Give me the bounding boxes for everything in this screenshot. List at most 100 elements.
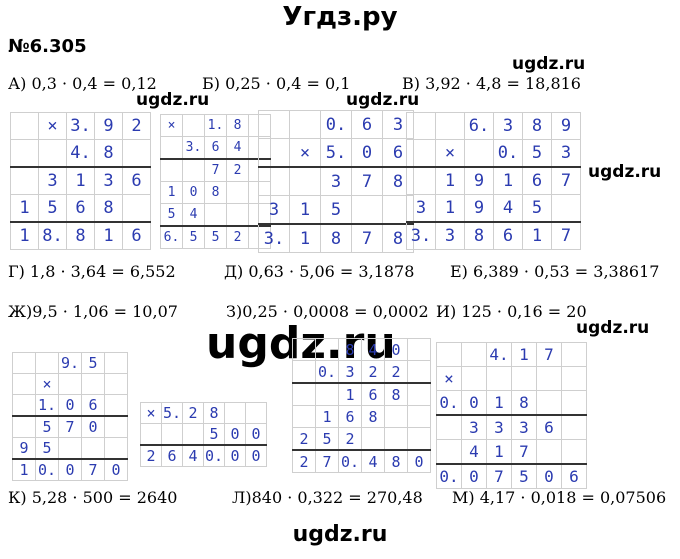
grid-cell xyxy=(122,139,151,168)
grid-cell xyxy=(81,437,105,460)
grid-cell xyxy=(292,405,316,428)
grid-cell xyxy=(461,366,487,391)
grid-cell xyxy=(536,439,562,465)
grid-cell xyxy=(292,382,316,406)
grid-cell: 3 xyxy=(320,166,352,196)
grid-cell: 7 xyxy=(536,342,562,367)
grid-cell: 0. xyxy=(203,444,225,467)
grid-cell: 6 xyxy=(66,194,95,223)
grid-k: × 5. 2 8 5 0 0 2 6 4 0. 0 0 xyxy=(140,402,267,467)
grid-cell: 4 xyxy=(226,136,249,160)
grid-cell xyxy=(289,110,321,139)
grid-cell: 6 xyxy=(493,221,523,250)
grid-cell: 6 xyxy=(561,463,587,489)
grid-cell: 6 xyxy=(204,136,227,160)
grid-cell: 9. xyxy=(58,352,82,374)
grid-cell: 5 xyxy=(182,225,205,249)
grid-row: 6. 5 5 2 xyxy=(160,225,271,249)
grid-cell: 1. xyxy=(35,394,59,417)
grid-cell xyxy=(292,338,316,361)
grid-cell xyxy=(10,139,39,168)
grid-cell: 3 xyxy=(551,139,581,168)
grid-cell: 2 xyxy=(292,449,316,473)
grid-cell xyxy=(160,158,183,182)
grid-row: 1 8. 8 1 6 xyxy=(10,221,151,250)
grid-cell: 1 xyxy=(486,439,512,465)
grid-cell: 8 xyxy=(204,181,227,204)
grid-cell: × xyxy=(289,138,321,168)
grid-cell: 2 xyxy=(292,427,316,451)
grid-cell: 7 xyxy=(351,223,383,253)
grid-cell xyxy=(436,414,462,440)
grid-cell: 0. xyxy=(35,458,59,481)
grid-cell: 8 xyxy=(361,405,385,428)
grid-cell: 6 xyxy=(161,444,183,467)
grid-cell xyxy=(160,136,183,160)
grid-cell xyxy=(406,112,436,140)
grid-cell: 0 xyxy=(245,423,267,446)
grid-cell: 7 xyxy=(486,463,512,489)
grid-cell xyxy=(536,366,562,391)
grid-row: 3. 6 4 xyxy=(160,136,271,160)
grid-cell: 2 xyxy=(122,112,151,140)
grid-cell: 8 xyxy=(338,338,362,361)
grid-cell: 3. xyxy=(406,221,436,250)
grid-cell: 8 xyxy=(511,390,537,416)
grid-cell: 6. xyxy=(160,225,183,249)
grid-cell xyxy=(435,112,465,140)
equation-b: Б) 0,25 · 0,4 = 0,1 xyxy=(202,74,351,93)
watermark: ugdz.ru xyxy=(588,162,662,182)
grid-cell: 4 xyxy=(493,194,523,223)
grid-cell: 5 xyxy=(204,225,227,249)
equation-zh: Ж)9,5 · 1,06 = 10,07 xyxy=(8,302,178,321)
grid-cell xyxy=(407,382,431,406)
grid-cell: 5 xyxy=(522,139,552,168)
watermark: ugdz.ru xyxy=(136,90,210,110)
grid-cell xyxy=(226,203,249,227)
grid-cell: 1 xyxy=(66,166,95,195)
grid-cell xyxy=(104,352,128,374)
grid-cell: 6 xyxy=(536,414,562,440)
equation-l: Л)840 · 0,322 = 270,48 xyxy=(232,488,423,507)
grid-cell: 1. xyxy=(204,114,227,137)
grid-cell xyxy=(486,366,512,391)
grid-cell xyxy=(315,338,339,361)
equation-k: К) 5,28 · 500 = 2640 xyxy=(8,488,178,507)
grid-cell xyxy=(551,194,581,223)
grid-cell xyxy=(58,373,82,395)
grid-cell: 8 xyxy=(203,402,225,424)
grid-cell: 1 xyxy=(160,181,183,204)
equation-v: В) 3,92 · 4,8 = 18,816 xyxy=(402,74,581,93)
equation-d: Д) 0,63 · 5,06 = 3,1878 xyxy=(224,262,415,281)
grid-cell: 0 xyxy=(351,138,383,168)
equation-m: М) 4,17 · 0,018 = 0,07506 xyxy=(452,488,667,507)
grid-cell: 3. xyxy=(258,223,290,253)
grid-cell xyxy=(351,195,383,225)
grid-cell: 7 xyxy=(204,158,227,182)
grid-cell: 0 xyxy=(461,390,487,416)
grid-row: 4. 8 xyxy=(10,139,151,168)
grid-cell: 0 xyxy=(182,181,205,204)
grid-e: 6. 3 8 9 × 0. 5 3 1 9 1 6 7 3 1 9 4 5 3. 3 8 6 1 7 xyxy=(406,112,581,250)
grid-cell: 1 xyxy=(486,390,512,416)
grid-cell xyxy=(407,338,431,361)
grid-cell: 5 xyxy=(315,427,339,451)
grid-cell: 3 xyxy=(493,112,523,140)
grid-cell xyxy=(122,194,151,223)
grid-cell: 1 xyxy=(315,405,339,428)
grid-cell xyxy=(182,423,204,446)
grid-cell: 6 xyxy=(522,166,552,195)
grid-cell: 1 xyxy=(435,194,465,223)
grid-cell: 1 xyxy=(10,221,39,250)
grid-cell xyxy=(161,423,183,446)
grid-cell: 3 xyxy=(511,414,537,440)
grid-cell: 0 xyxy=(224,444,246,467)
grid-cell: 1 xyxy=(511,342,537,367)
